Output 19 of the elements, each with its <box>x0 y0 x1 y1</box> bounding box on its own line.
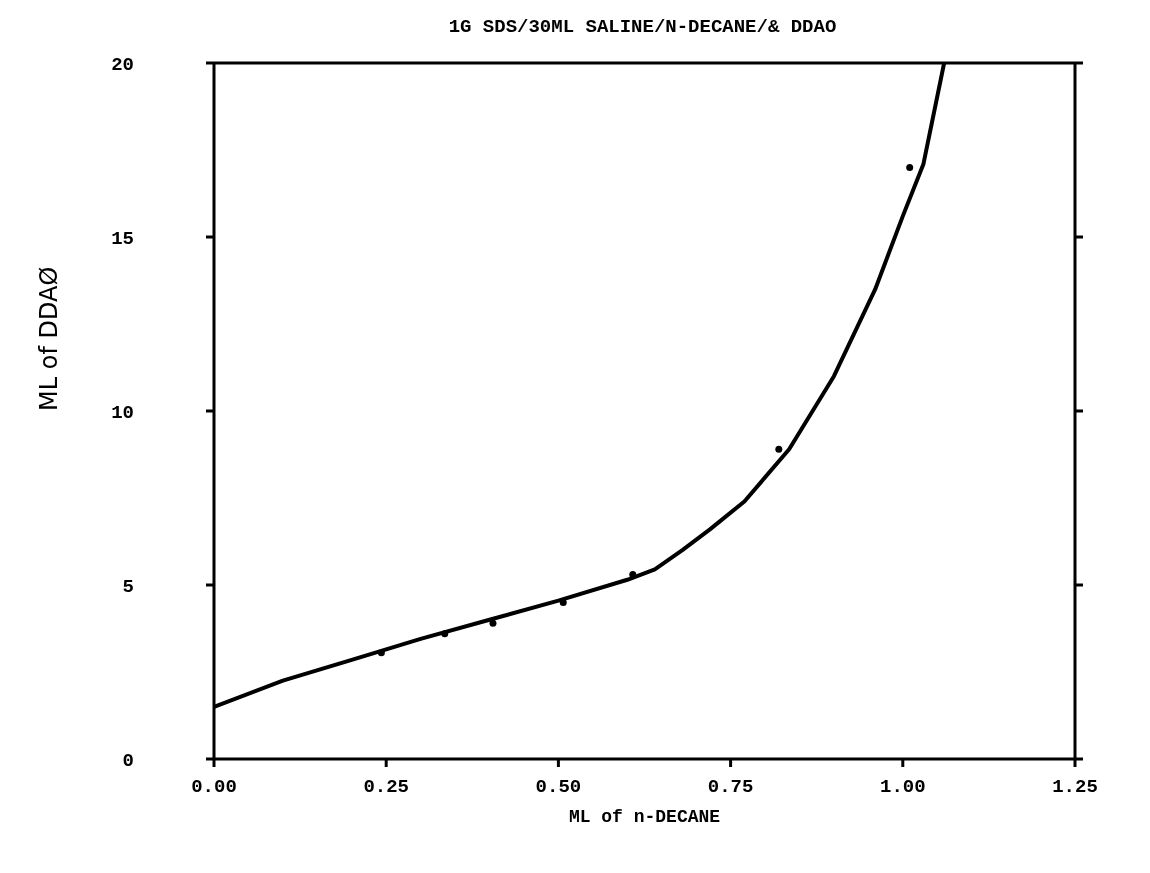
y-tick-label: 10 <box>111 401 134 424</box>
x-tick-label: 0.00 <box>191 776 237 799</box>
point <box>377 649 385 657</box>
x-tick-label: 0.25 <box>363 776 409 799</box>
point <box>441 630 449 638</box>
chart-title: 1G SDS/30ML SALINE/N-DECANE/& DDAO <box>447 16 838 38</box>
x-tick-label: 1.25 <box>1052 776 1098 799</box>
x-tick-label: 0.75 <box>707 776 754 799</box>
y-tick-label: 0 <box>122 749 134 772</box>
x-axis-title: ML of n-DECANE <box>568 806 721 827</box>
x-tick-label: 0.50 <box>535 776 582 799</box>
y-tick-label: 5 <box>122 575 134 598</box>
y-tick-label: 20 <box>111 53 134 76</box>
y-tick-label: 15 <box>111 227 134 250</box>
point <box>775 445 783 453</box>
point <box>906 163 914 171</box>
x-tick-label: 1.00 <box>880 776 926 799</box>
y-axis-title: ML of DDAØ <box>34 266 63 411</box>
point <box>489 619 497 627</box>
